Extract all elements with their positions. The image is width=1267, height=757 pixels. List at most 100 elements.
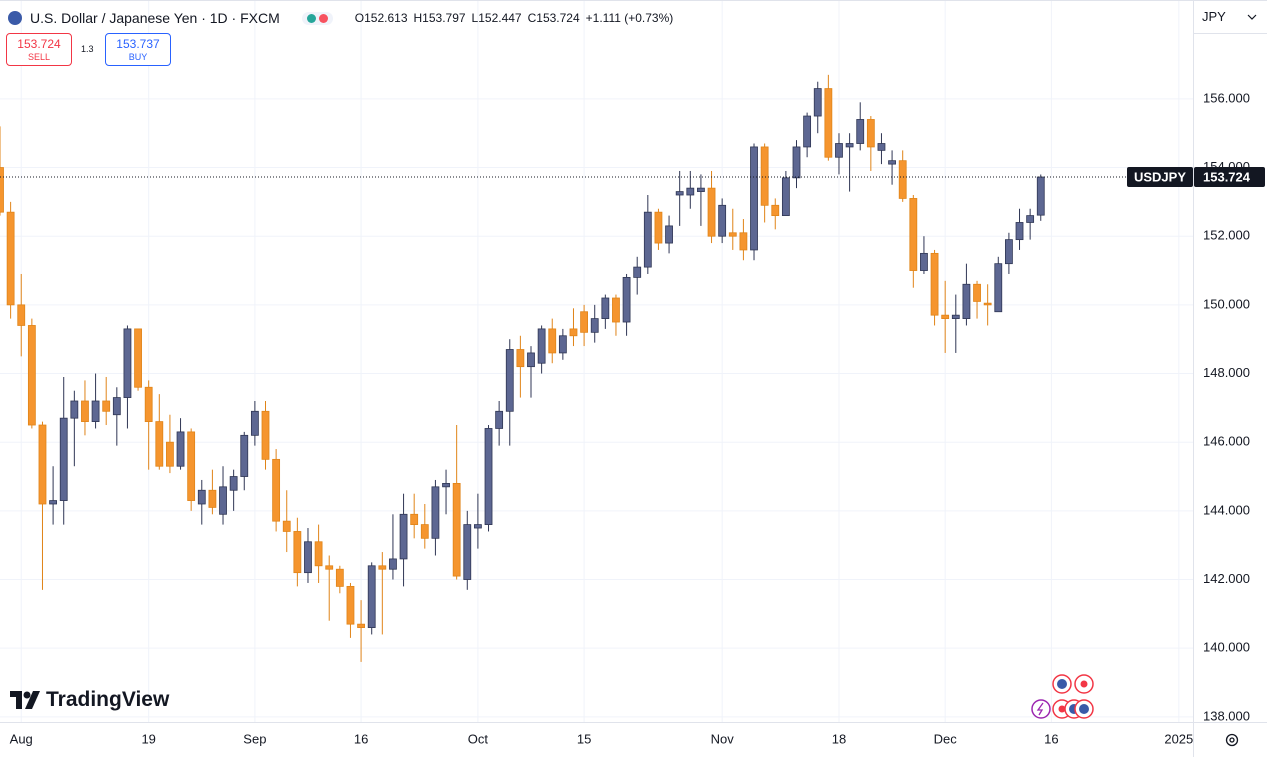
candle-body (537, 328, 546, 364)
x-tick-label: 19 (141, 731, 155, 746)
event-icons[interactable] (1031, 674, 1094, 719)
candle-body (643, 211, 652, 268)
status-pill[interactable] (301, 11, 333, 25)
candle-body (314, 541, 323, 567)
candle-body (558, 335, 567, 354)
candle-body (505, 349, 514, 412)
buy-button[interactable]: 153.737 BUY (105, 33, 171, 66)
candle-body (760, 146, 769, 206)
candle-body (0, 167, 4, 213)
candle-body (665, 225, 673, 244)
candle-body (38, 424, 47, 505)
candle-body (70, 400, 79, 419)
status-dot (306, 13, 316, 23)
logo-text: TradingView (46, 688, 170, 711)
candle-body (962, 283, 971, 320)
candle-body (431, 486, 440, 539)
candle-body (261, 410, 270, 460)
price-label: 153.724 (1203, 169, 1251, 184)
candle-body (102, 400, 111, 412)
symbol-flag (8, 11, 22, 25)
candle-body (845, 143, 854, 148)
candle-body (282, 520, 291, 532)
candle-body (27, 325, 36, 426)
candle-body (941, 314, 950, 320)
x-tick-label: Aug (10, 731, 33, 746)
y-tick-label: 150.000 (1203, 296, 1250, 311)
candle-body (463, 524, 472, 580)
y-tick-label: 146.000 (1203, 434, 1250, 449)
y-tick-label: 140.000 (1203, 640, 1250, 655)
candle-body (17, 304, 26, 326)
candle-body (357, 623, 365, 628)
logo[interactable]: TradingView (10, 688, 169, 712)
candle-body (250, 410, 259, 436)
y-tick-label: 152.000 (1203, 228, 1250, 243)
candle-body (994, 263, 1003, 313)
candle-body (134, 328, 142, 388)
candle-body (176, 431, 185, 467)
candle-body (59, 417, 68, 501)
candle-body (569, 328, 578, 337)
buy-price: 153.737 (116, 37, 160, 51)
logo-mark (10, 691, 40, 709)
x-tick-label: Oct (468, 731, 489, 746)
ohlc-open: O152.613 (354, 11, 408, 25)
candle-body (835, 143, 843, 158)
ohlc-high: H153.797 (413, 11, 466, 25)
candle-body (49, 500, 57, 505)
sell-button[interactable]: 153.724 SELL (6, 33, 72, 66)
candle-body (909, 198, 918, 271)
candle-body (813, 88, 822, 117)
flag-icon (1080, 680, 1088, 688)
candle-body (367, 565, 376, 628)
candle-body (389, 558, 397, 570)
candle-body (219, 486, 227, 515)
candle-body (920, 252, 928, 271)
flag-icon (1057, 679, 1067, 689)
candle-body (325, 565, 334, 570)
gear-hub (1229, 737, 1235, 743)
candle-body (983, 302, 992, 306)
chart-title: U.S. Dollar / Japanese Yen · 1D · FXCM (30, 10, 280, 26)
x-tick-label: 16 (1044, 731, 1058, 746)
candle-body (728, 232, 737, 237)
candle-body (898, 160, 907, 199)
candle-body (888, 160, 896, 165)
y-tick-label: 142.000 (1203, 571, 1250, 586)
settings-icon[interactable] (1225, 733, 1239, 747)
x-tick-label: 2025 (1164, 731, 1193, 746)
candle-body (580, 311, 588, 333)
candle-body (1036, 176, 1045, 216)
candle-body (856, 119, 865, 144)
candle-body (293, 531, 302, 574)
candle-body (548, 328, 557, 354)
flag-icon (1079, 704, 1089, 714)
candle-body (622, 277, 631, 323)
candle-body (197, 489, 206, 505)
candle-body (697, 187, 705, 192)
candle-body (495, 410, 504, 429)
candle-body (123, 328, 132, 398)
candle-body (675, 191, 684, 196)
candle-body (6, 211, 15, 306)
candle-body (91, 400, 100, 422)
ohlc-change: +1.111 (+0.73%) (585, 11, 674, 25)
sell-label: SELL (27, 52, 51, 62)
candle-body (1005, 239, 1013, 265)
x-tick-label: Nov (711, 731, 735, 746)
candle-body (516, 349, 525, 368)
candle-body (399, 513, 408, 560)
candle-body (612, 297, 620, 323)
x-tick-label: 18 (832, 731, 846, 746)
candle-body (410, 513, 419, 525)
candle-body (240, 434, 249, 477)
gear-ring (1225, 733, 1239, 747)
candle-body (229, 476, 238, 491)
candle-body (272, 458, 281, 522)
x-tick-label: 16 (354, 731, 368, 746)
candle-body (686, 187, 695, 196)
currency-selector[interactable]: JPY (1194, 0, 1267, 34)
